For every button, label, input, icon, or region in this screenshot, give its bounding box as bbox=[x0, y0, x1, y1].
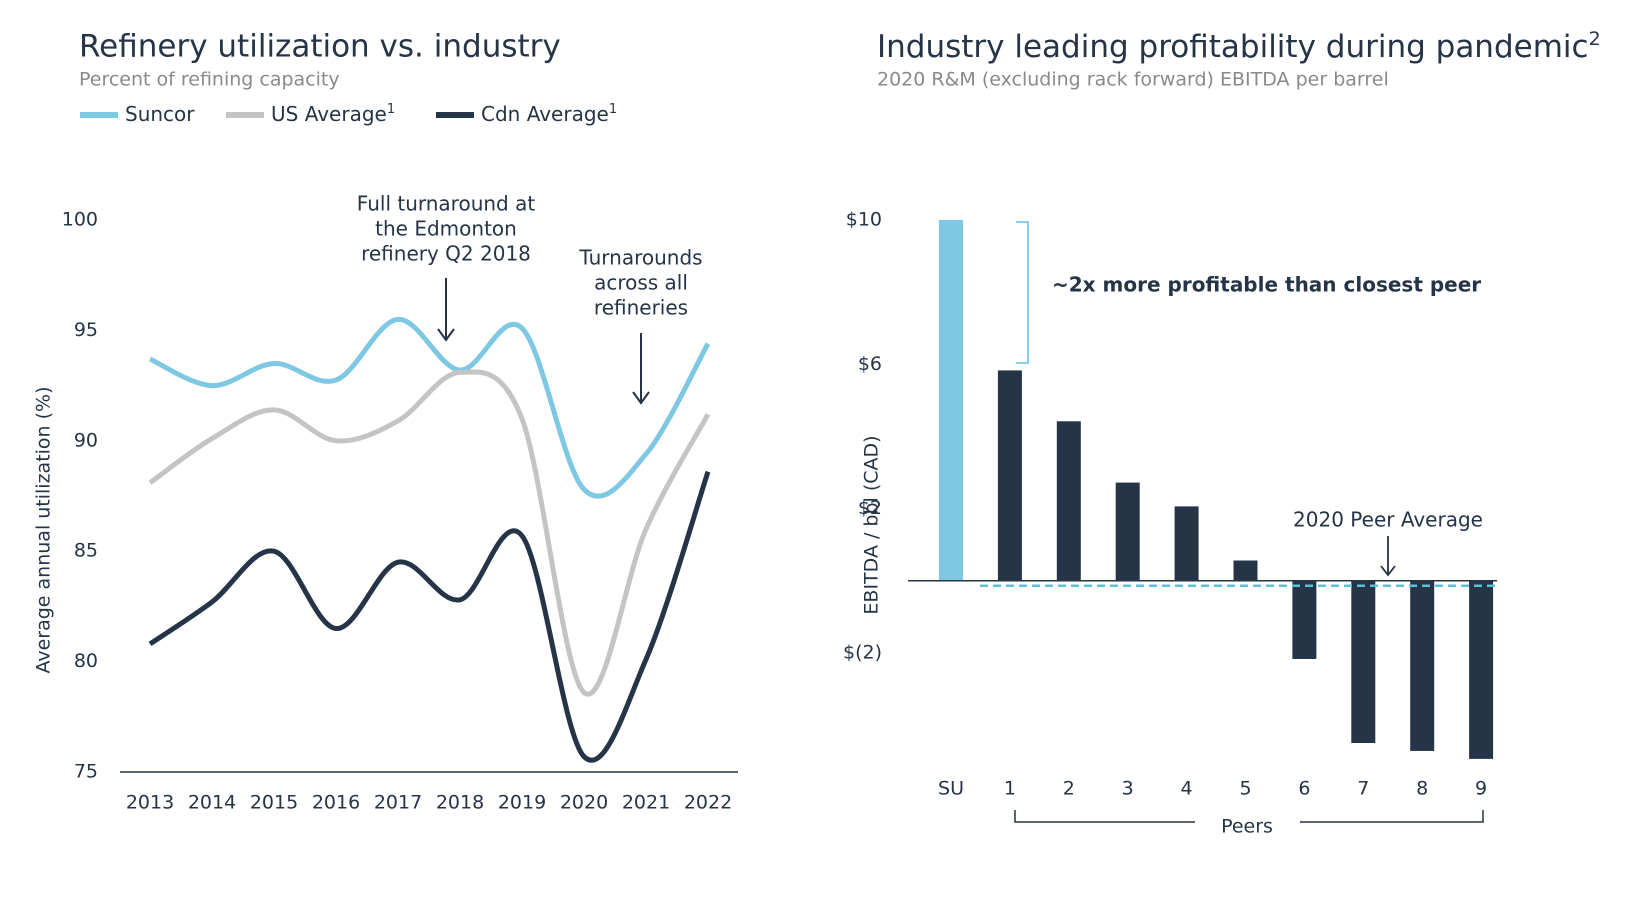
bar bbox=[1174, 506, 1199, 581]
series-line bbox=[148, 470, 711, 763]
annotation: across all bbox=[594, 271, 688, 295]
bar bbox=[997, 370, 1022, 581]
annotation: Turnarounds bbox=[578, 246, 702, 270]
x-tick-label: 2017 bbox=[374, 792, 422, 814]
x-tick-label: 2022 bbox=[684, 792, 732, 814]
bar bbox=[1233, 560, 1258, 581]
y-tick-label: 85 bbox=[74, 540, 98, 562]
annotation-arrow bbox=[632, 333, 650, 405]
y-tick-label: $(2) bbox=[843, 641, 882, 663]
x-tick-label: SU bbox=[938, 778, 964, 800]
x-tick-label: 2013 bbox=[126, 792, 174, 814]
annotation-arrow bbox=[437, 278, 455, 342]
chart-title: Industry leading profitability during pa… bbox=[877, 28, 1601, 65]
bar bbox=[1292, 580, 1317, 659]
legend-entry: Cdn Average1 bbox=[481, 102, 617, 126]
x-tick-label: 2016 bbox=[312, 792, 360, 814]
legend-entry: Suncor bbox=[125, 102, 195, 126]
peers-bracket bbox=[1014, 810, 1484, 823]
legend-note: 1 bbox=[387, 102, 395, 117]
group-label: Peers bbox=[1221, 816, 1273, 838]
x-tick-label: 1 bbox=[1004, 778, 1016, 800]
y-tick-label: $2 bbox=[858, 497, 882, 519]
x-tick-label: 2018 bbox=[436, 792, 484, 814]
legend-entry: US Average1 bbox=[271, 102, 395, 126]
bar bbox=[1469, 580, 1494, 759]
chart-subtitle: Percent of refining capacity bbox=[79, 69, 340, 91]
peer-average-arrow bbox=[1380, 536, 1396, 577]
peer-average-label: 2020 Peer Average bbox=[1293, 508, 1483, 532]
bar bbox=[1056, 421, 1081, 581]
legend-label: Cdn Average bbox=[481, 102, 609, 126]
x-tick-label: 8 bbox=[1416, 778, 1428, 800]
x-tick-label: 2 bbox=[1063, 778, 1075, 800]
x-tick-label: 9 bbox=[1475, 778, 1487, 800]
bar bbox=[939, 220, 963, 581]
annotation: refineries bbox=[594, 296, 688, 320]
x-tick-label: 4 bbox=[1181, 778, 1193, 800]
bar bbox=[1351, 580, 1376, 744]
bar bbox=[1115, 482, 1140, 581]
callout-bracket bbox=[1016, 221, 1029, 364]
x-tick-label: 2015 bbox=[250, 792, 298, 814]
annotation: refinery Q2 2018 bbox=[361, 242, 531, 266]
x-tick-label: 2019 bbox=[498, 792, 546, 814]
bar bbox=[1410, 580, 1435, 751]
title-text: Industry leading profitability during pa… bbox=[877, 29, 1589, 65]
y-tick-label: $6 bbox=[858, 353, 882, 375]
x-tick-label: 6 bbox=[1298, 778, 1310, 800]
x-tick-label: 7 bbox=[1357, 778, 1369, 800]
y-tick-label: 90 bbox=[74, 429, 98, 451]
series-line bbox=[148, 316, 711, 499]
title-note: 2 bbox=[1589, 28, 1601, 50]
y-axis-label: Average annual utilization (%) bbox=[33, 386, 55, 673]
y-tick-label: $10 bbox=[846, 209, 882, 231]
x-tick-label: 3 bbox=[1122, 778, 1134, 800]
y-tick-label: 100 bbox=[62, 209, 98, 231]
y-tick-label: 80 bbox=[74, 650, 98, 672]
y-tick-label: 95 bbox=[74, 319, 98, 341]
x-tick-label: 2020 bbox=[560, 792, 608, 814]
x-tick-label: 2014 bbox=[188, 792, 236, 814]
x-tick-label: 2021 bbox=[622, 792, 670, 814]
x-tick-label: 5 bbox=[1239, 778, 1251, 800]
annotation: Full turnaround at bbox=[357, 192, 536, 216]
callout: ~2x more profitable than closest peer bbox=[1052, 273, 1481, 297]
chart-title: Refinery utilization vs. industry bbox=[79, 29, 561, 65]
series-line bbox=[148, 369, 711, 697]
y-axis-label: EBITDA / bbl (CAD) bbox=[861, 435, 883, 614]
y-tick-label: 75 bbox=[74, 761, 98, 783]
legend-label: US Average bbox=[271, 102, 387, 126]
legend-label: Suncor bbox=[125, 102, 195, 126]
annotation: the Edmonton bbox=[375, 217, 517, 241]
chart-subtitle: 2020 R&M (excluding rack forward) EBITDA… bbox=[877, 69, 1389, 91]
legend-note: 1 bbox=[609, 102, 617, 117]
